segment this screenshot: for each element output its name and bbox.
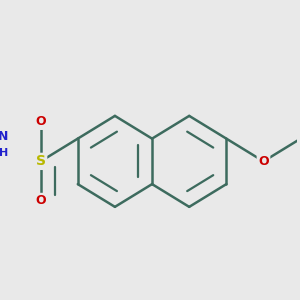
Text: S: S — [36, 154, 46, 168]
Text: S: S — [36, 154, 46, 168]
Text: N: N — [0, 132, 9, 145]
Text: O: O — [258, 155, 269, 168]
Text: N: N — [0, 130, 9, 143]
Text: O: O — [35, 194, 46, 207]
Text: O: O — [35, 116, 46, 128]
Text: O: O — [35, 116, 46, 128]
Text: O: O — [258, 155, 269, 168]
Text: H: H — [0, 148, 8, 158]
Text: O: O — [35, 194, 46, 207]
